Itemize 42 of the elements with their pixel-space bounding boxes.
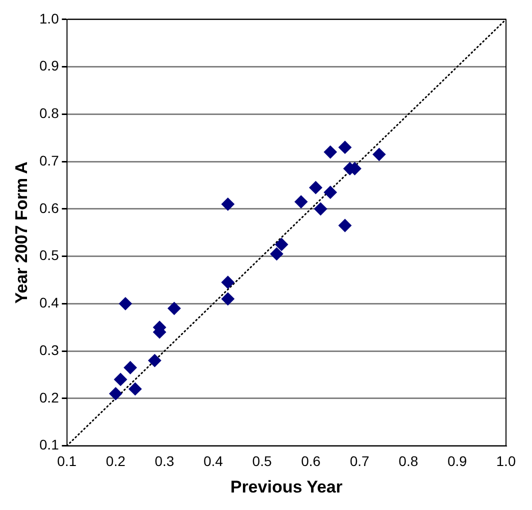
y-tick-label: 1.0 xyxy=(39,10,60,26)
x-tick-label: 0.1 xyxy=(57,453,77,470)
point xyxy=(221,292,234,306)
point xyxy=(114,372,128,386)
point xyxy=(314,202,328,216)
point xyxy=(118,297,132,310)
y-tick-label: 0.2 xyxy=(39,389,60,406)
point xyxy=(148,354,162,368)
point xyxy=(168,302,181,315)
x-tick-label: 0.3 xyxy=(154,453,174,470)
point xyxy=(294,195,308,208)
y-tick-label: 0.5 xyxy=(39,247,60,264)
x-tick-label: 0.4 xyxy=(204,453,224,470)
x-axis-title: Previous Year xyxy=(230,477,343,496)
point xyxy=(275,238,288,251)
x-tick-label: 0.6 xyxy=(301,453,321,470)
y-tick-label: 0.3 xyxy=(39,342,60,358)
point xyxy=(324,186,337,199)
x-tick-label: 0.2 xyxy=(106,453,126,470)
point xyxy=(309,181,322,194)
point xyxy=(124,361,137,374)
x-tick-label: 0.8 xyxy=(398,453,418,470)
y-tick-label: 0.4 xyxy=(39,294,60,311)
x-tick-label: 0.7 xyxy=(350,453,370,470)
point xyxy=(372,148,386,161)
point xyxy=(270,247,284,260)
point xyxy=(128,382,142,396)
point xyxy=(338,218,352,232)
point xyxy=(338,140,352,154)
point xyxy=(109,387,122,400)
y-tick-label: 0.1 xyxy=(39,436,60,453)
point xyxy=(324,146,337,159)
y-axis-title: Year 2007 Form A xyxy=(12,162,31,304)
y-tick-label: 0.8 xyxy=(39,105,60,122)
point xyxy=(221,276,234,289)
x-tick-label: 1.0 xyxy=(496,453,516,470)
point xyxy=(221,198,234,211)
y-tick-label: 0.9 xyxy=(39,58,60,74)
y-tick-label: 0.6 xyxy=(39,200,60,216)
y-tick-label: 0.7 xyxy=(39,152,60,168)
x-tick-label: 0.5 xyxy=(252,453,272,470)
x-tick-label: 0.9 xyxy=(447,453,468,470)
